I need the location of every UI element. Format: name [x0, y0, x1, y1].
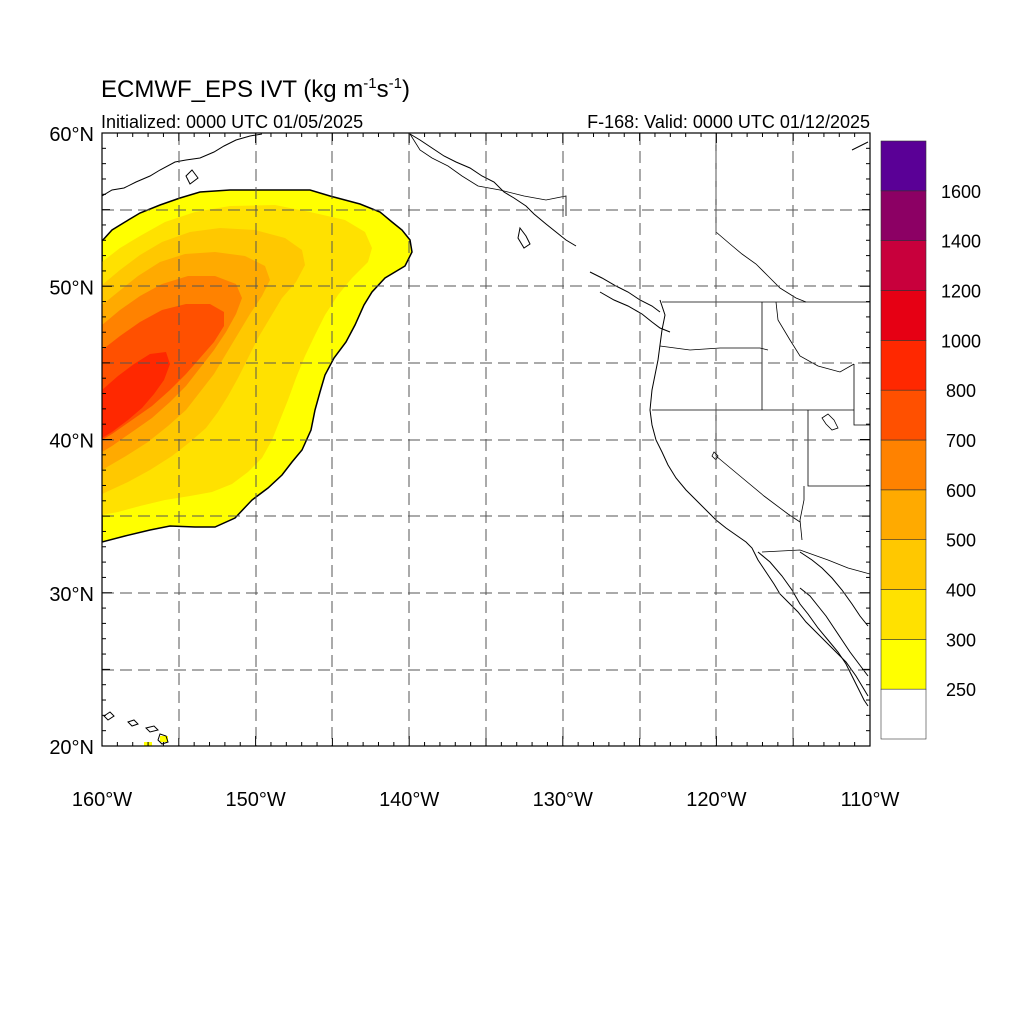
colorbar-swatch [880, 140, 927, 192]
x-tick-label: 110°W [841, 789, 900, 811]
x-tick-labels: 160°W 150°W 140°W 130°W 120°W 110°W [72, 789, 900, 811]
ivt-hawaii-spot [144, 736, 168, 746]
colorbar-label: 500 [946, 531, 976, 551]
colorbar-swatch [880, 190, 927, 241]
map-plot-area [102, 133, 870, 746]
y-tick-labels: 20°N 30°N 40°N 50°N 60°N [49, 124, 94, 759]
axis-ticks [101, 132, 871, 747]
x-tick-label: 140°W [379, 789, 439, 811]
colorbar-swatch [880, 539, 927, 590]
colorbar-label: 250 [946, 680, 976, 700]
colorbar-label: 1000 [941, 331, 981, 351]
colorbar-label: 1400 [941, 232, 981, 252]
colorbar-label: 1600 [941, 182, 981, 202]
colorbar-label: 800 [946, 381, 976, 401]
colorbar-label: 1200 [941, 282, 981, 302]
x-tick-label: 120°W [686, 789, 746, 811]
colorbar-swatch [880, 439, 927, 491]
x-tick-label: 160°W [72, 789, 132, 811]
ivt-contour-800 [102, 352, 170, 438]
colorbar-label: 700 [946, 431, 976, 451]
x-tick-label: 130°W [533, 789, 593, 811]
y-tick-label: 40°N [49, 431, 94, 453]
colorbar-label: 300 [946, 630, 976, 650]
colorbar-swatch [880, 389, 927, 441]
colorbar-swatch [880, 290, 927, 341]
y-tick-label: 20°N [49, 737, 94, 759]
x-tick-label: 150°W [225, 789, 285, 811]
subtitle-initialized: Initialized: 0000 UTC 01/05/2025 [101, 112, 363, 132]
political-borders [409, 133, 870, 575]
coastlines [102, 133, 869, 745]
y-tick-label: 50°N [49, 277, 94, 299]
colorbar-label: 600 [946, 481, 976, 501]
y-tick-label: 30°N [49, 584, 94, 606]
ivt-shading [102, 189, 413, 746]
colorbar-swatch [880, 340, 927, 391]
lat-lon-grid [102, 133, 870, 746]
colorbar-swatch [880, 639, 927, 690]
colorbar-swatch [880, 240, 927, 291]
y-tick-label: 60°N [49, 124, 94, 146]
subtitle-valid: F-168: Valid: 0000 UTC 01/12/2025 [587, 112, 870, 132]
colorbar-swatch [880, 688, 927, 740]
colorbar-label: 400 [946, 581, 976, 601]
colorbar-swatch [880, 589, 927, 640]
map-title: ECMWF_EPS IVT (kg m-1s-1) [101, 75, 410, 103]
colorbar: 250 300 400 500 600 700 800 1000 1200 1400 1600 [880, 140, 981, 740]
colorbar-swatch [880, 489, 927, 540]
lakes [711, 413, 839, 461]
